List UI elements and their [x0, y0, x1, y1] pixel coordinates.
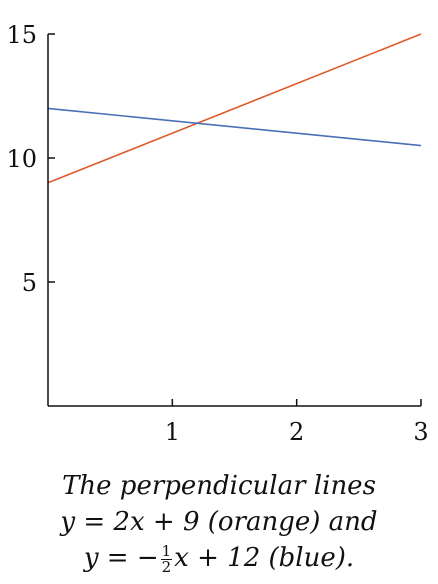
caption-line-1: The perpendicular lines [0, 468, 438, 504]
x-tick-label: 1 [165, 418, 180, 446]
blue-series-line [47, 107, 422, 147]
fraction-denominator: 2 [161, 557, 172, 576]
chart: 1 2 3 5 10 15 [6, 21, 428, 446]
blue-line-note: (blue). [268, 543, 355, 573]
blue-line-equation-rest: x + 12 [174, 543, 261, 573]
axes [47, 34, 421, 407]
caption-text-1: The perpendicular lines [62, 471, 376, 501]
y-tick-label: 10 [6, 145, 37, 173]
series-layer [47, 33, 422, 184]
blue-line-equation-start: y = − [83, 543, 159, 573]
orange-line-equation: y = 2x + 9 [60, 507, 200, 537]
tick-layer: 1 2 3 5 10 15 [6, 21, 428, 446]
x-tick-label: 3 [413, 418, 428, 446]
caption-line-2: y = 2x + 9 (orange) and [0, 504, 438, 540]
fraction-numerator: 1 [160, 541, 173, 560]
orange-line-note: (orange) and [207, 507, 378, 537]
orange-series-line [47, 33, 422, 184]
y-tick-label: 5 [22, 269, 37, 297]
x-tick-label: 2 [289, 418, 304, 446]
caption-line-3: y = −1 2 x + 12 (blue). [0, 540, 438, 576]
y-tick-label: 15 [6, 21, 37, 49]
caption: The perpendicular lines y = 2x + 9 (oran… [0, 468, 438, 576]
